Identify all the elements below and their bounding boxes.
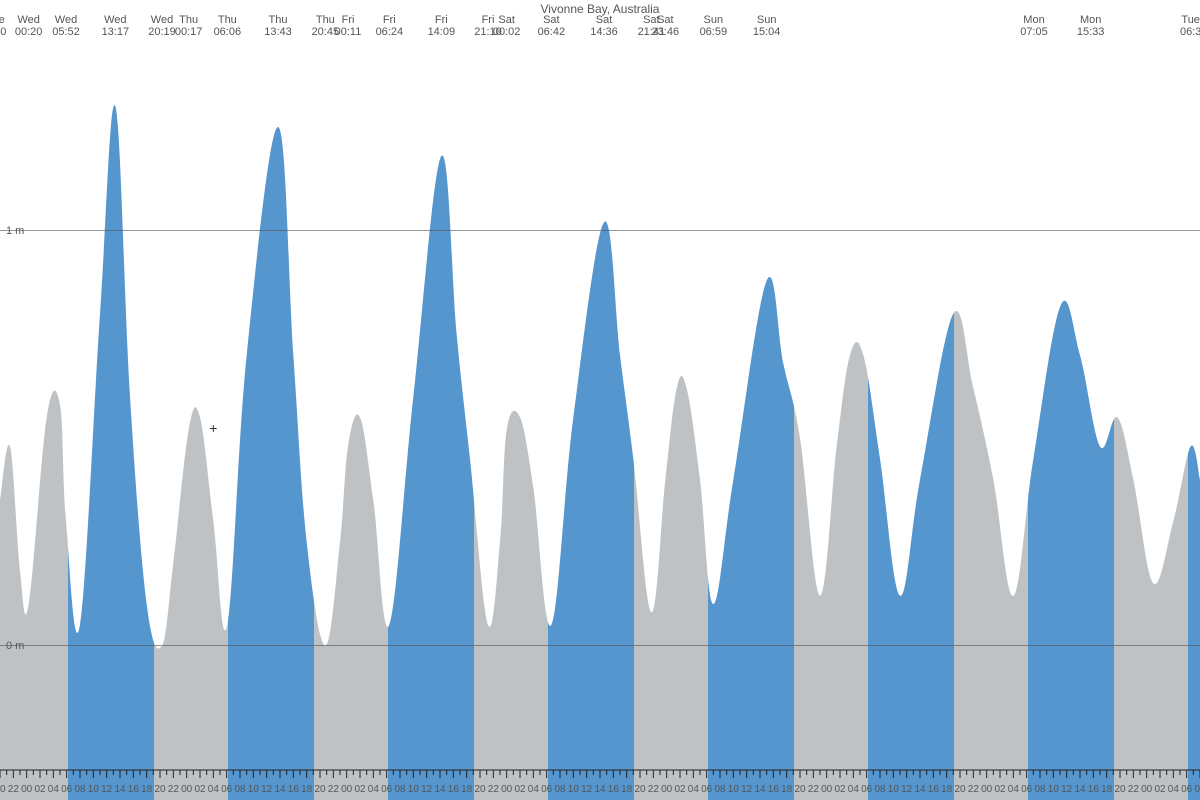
tide-chart: Vivonne Bay, Australia ue:50Wed00:20Wed0…	[0, 0, 1200, 800]
chart-svg	[0, 0, 1200, 800]
